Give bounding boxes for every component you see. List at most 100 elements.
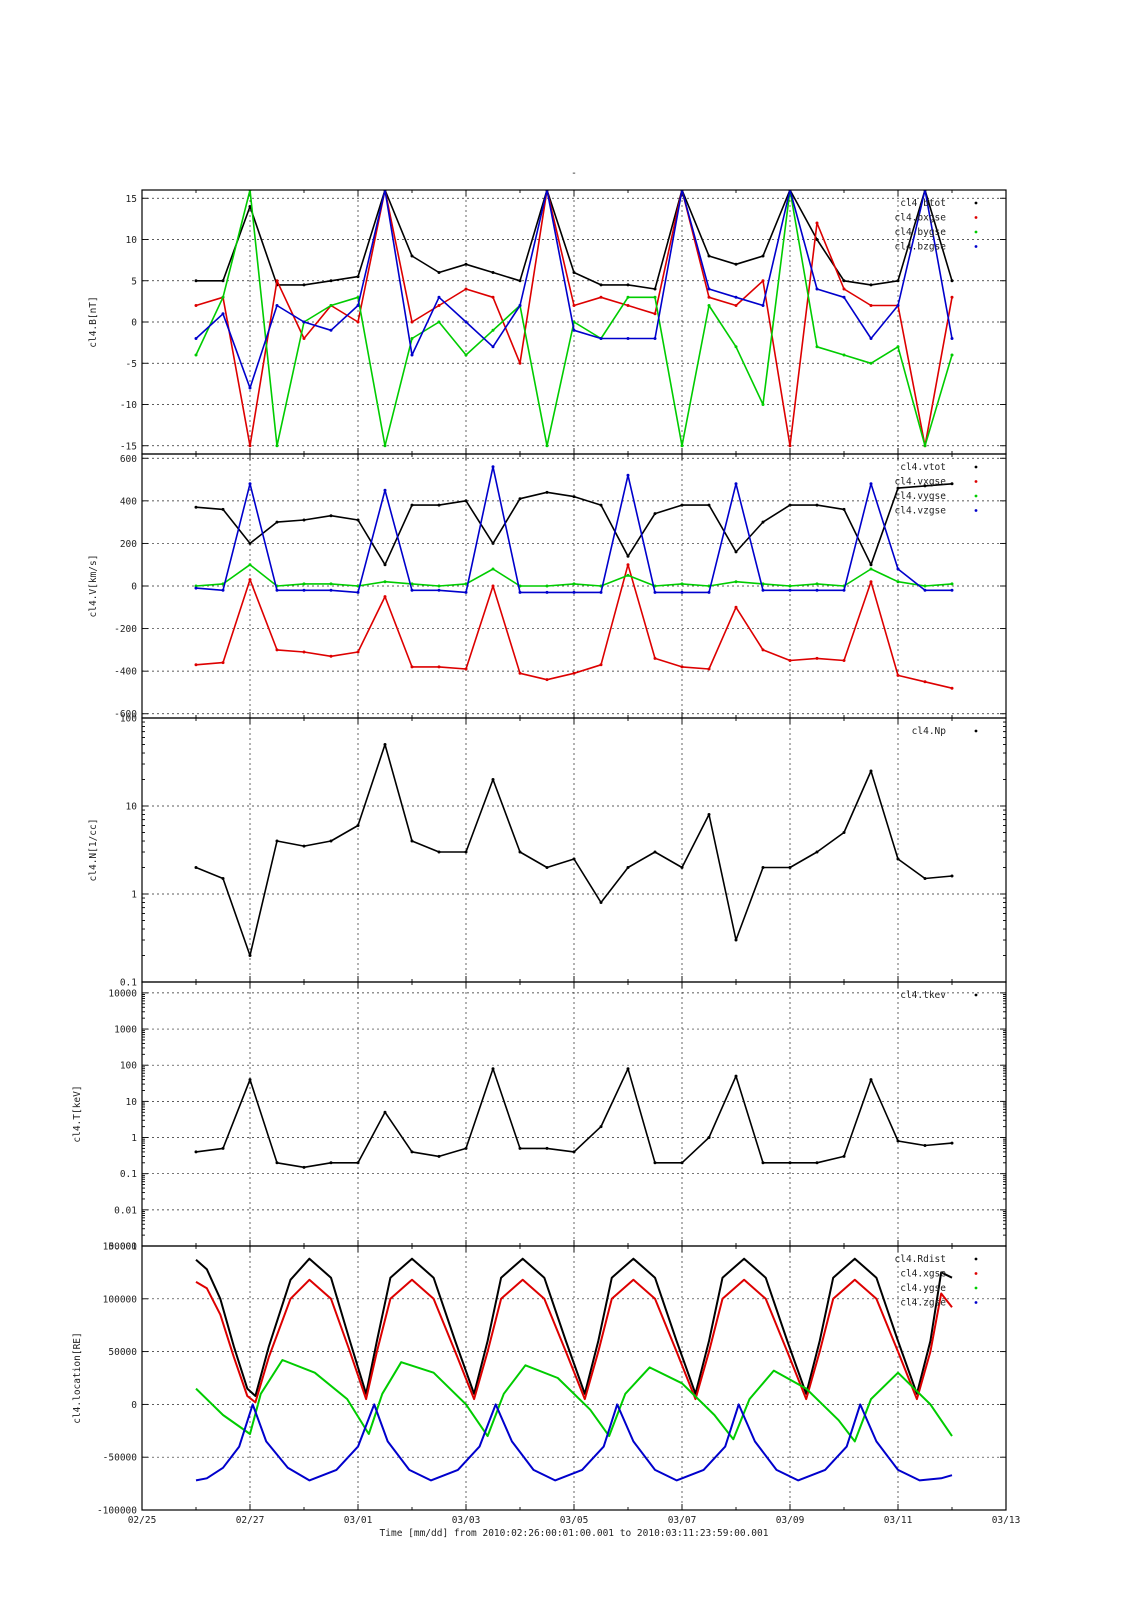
data-point [707,1136,711,1140]
data-point [545,584,549,588]
data-point [437,304,441,307]
data-point [329,514,333,518]
data-point [410,839,414,843]
data-point [464,850,468,854]
y-tick-label: -600 [114,709,137,720]
data-point [221,588,225,592]
data-point [545,490,549,494]
data-point [896,580,900,584]
data-point [815,850,819,854]
y-tick-label: 50000 [108,1347,137,1358]
legend-marker [974,201,978,205]
data-point [707,813,711,817]
data-point [491,584,495,588]
data-point [248,1078,252,1082]
series-group [194,190,954,448]
x-tick-label: 02/25 [128,1515,157,1526]
data-point [545,1146,549,1150]
data-point [815,221,819,225]
data-point [653,295,657,299]
data-point [707,503,711,507]
data-point [329,582,333,586]
series-group [195,1257,953,1482]
data-point [221,661,225,665]
data-point [275,520,279,524]
data-point [518,304,522,307]
data-point [572,495,576,499]
y-axis-label: cl4.N[1/cc] [88,819,99,882]
y-tick-label: 1 [131,890,137,901]
data-point [869,563,873,567]
data-point [248,482,252,486]
data-point [356,824,360,828]
y-tick-label: 100000 [103,1294,138,1305]
legend-entry: cl4.bxgse [895,213,947,224]
data-point [896,345,900,349]
data-point [788,588,792,592]
data-point [383,1110,387,1114]
data-point [599,503,603,507]
data-point [734,605,738,609]
data-point [572,271,576,274]
data-point [356,650,360,654]
y-tick-label: 0 [131,582,137,593]
data-point [437,850,441,854]
y-tick-label: 1000 [114,1025,137,1036]
legend-marker [974,1272,978,1275]
data-point [707,667,711,671]
data-point [194,866,198,870]
y-axis-label: cl4.B[nT] [88,296,99,347]
data-point [248,563,252,567]
data-point [707,295,711,299]
data-point [815,1161,819,1165]
data-point [923,877,927,881]
data-point [302,844,306,848]
data-point [356,275,360,279]
data-point [464,590,468,594]
data-point [491,778,495,782]
data-point [194,505,198,509]
legend-entry: cl4.zgse [900,1298,946,1309]
data-point [383,488,387,492]
data-point [410,337,414,340]
legend-marker [974,465,978,469]
data-point [194,663,198,667]
data-point [896,857,900,861]
series-line-3 [195,190,953,447]
data-point [734,482,738,486]
data-point [437,503,441,507]
y-axis-label: cl4.V[km/s] [88,555,99,618]
data-point [626,295,630,299]
data-point [842,507,846,511]
data-point [545,678,549,682]
data-point [896,486,900,490]
legend-entry: cl4.vygse [895,491,947,502]
data-point [491,271,495,274]
data-point [518,671,522,675]
data-point [194,584,198,588]
data-point [950,482,954,486]
data-point [896,304,900,307]
data-point [815,656,819,660]
data-point [599,295,603,299]
legend-entry: cl4.bzgse [895,242,947,253]
legend-marker [974,230,978,234]
data-point [356,1161,360,1165]
x-tick-label: 03/09 [776,1515,805,1526]
data-point [950,279,954,283]
data-point [869,482,873,486]
data-point [950,353,954,357]
data-point [329,304,333,307]
data-point [680,444,684,448]
data-point [410,353,414,357]
y-tick-label: 0.1 [120,1169,137,1180]
data-point [896,567,900,571]
data-point [275,648,279,652]
legend-entry: cl4.tkev [900,990,946,1001]
data-point [950,1141,954,1145]
data-point [572,328,576,332]
data-point [653,512,657,516]
data-point [815,345,819,349]
legend-entry: cl4.bygse [895,227,947,238]
legend-entry: cl4.vzgse [895,506,947,517]
